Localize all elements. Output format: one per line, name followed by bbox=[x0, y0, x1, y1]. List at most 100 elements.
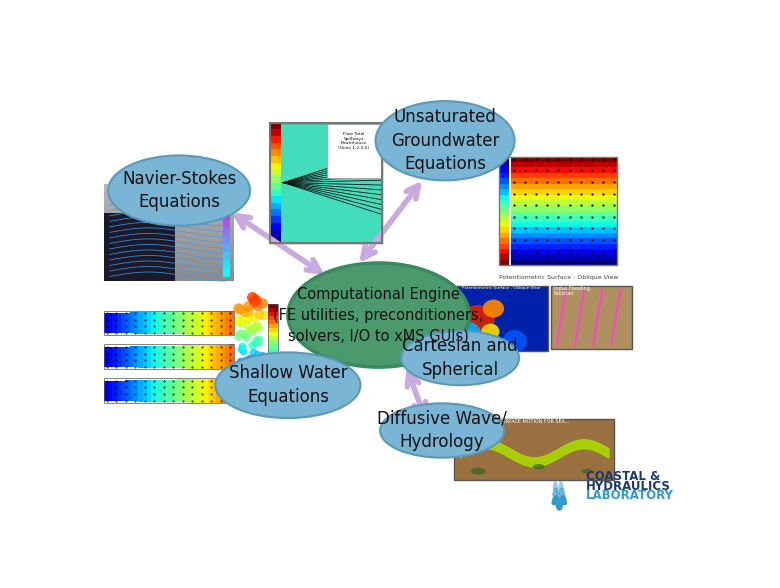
Bar bbox=[104, 183, 233, 192]
Bar bbox=[203, 311, 207, 335]
Bar bbox=[121, 380, 126, 401]
Bar bbox=[190, 345, 194, 369]
Bar bbox=[216, 345, 221, 369]
Bar bbox=[108, 313, 112, 333]
Bar bbox=[147, 346, 151, 368]
Bar bbox=[270, 183, 281, 189]
Ellipse shape bbox=[376, 101, 515, 181]
Bar bbox=[186, 345, 190, 369]
Bar bbox=[155, 346, 160, 368]
Bar bbox=[511, 243, 618, 249]
Bar bbox=[268, 320, 278, 324]
Ellipse shape bbox=[502, 330, 526, 353]
Bar bbox=[126, 346, 129, 368]
Bar bbox=[222, 211, 230, 219]
Bar bbox=[203, 345, 207, 369]
Bar bbox=[499, 162, 509, 168]
Text: Unsaturated
Groundwater
Equations: Unsaturated Groundwater Equations bbox=[391, 108, 499, 173]
Ellipse shape bbox=[108, 155, 250, 226]
Bar bbox=[212, 345, 216, 369]
Bar bbox=[222, 219, 230, 228]
Bar bbox=[268, 373, 278, 377]
Bar bbox=[121, 313, 126, 333]
Bar bbox=[511, 255, 618, 260]
Bar bbox=[143, 312, 147, 334]
Bar bbox=[499, 243, 509, 249]
Bar bbox=[454, 419, 615, 480]
Bar bbox=[268, 345, 278, 349]
Bar bbox=[499, 238, 509, 243]
Ellipse shape bbox=[288, 263, 470, 367]
Bar bbox=[511, 211, 618, 216]
Bar bbox=[268, 324, 278, 328]
Bar bbox=[160, 380, 165, 402]
Bar bbox=[186, 379, 190, 402]
Bar bbox=[190, 311, 194, 335]
Ellipse shape bbox=[481, 323, 499, 339]
Bar bbox=[199, 379, 203, 403]
Bar bbox=[270, 123, 381, 243]
Bar bbox=[229, 345, 233, 369]
Bar bbox=[112, 347, 116, 367]
Bar bbox=[116, 313, 121, 333]
Bar bbox=[268, 357, 278, 361]
Bar bbox=[270, 143, 281, 149]
Bar bbox=[499, 156, 618, 265]
Bar bbox=[511, 205, 618, 211]
Bar bbox=[138, 346, 143, 368]
Bar bbox=[511, 173, 618, 178]
Bar bbox=[511, 156, 618, 162]
Bar bbox=[270, 223, 281, 229]
Bar bbox=[268, 365, 278, 369]
Bar bbox=[168, 380, 173, 402]
FancyBboxPatch shape bbox=[327, 124, 381, 178]
Bar bbox=[126, 313, 129, 333]
Text: Flow Total
Spillways
Powerhouse
(Units 1,2,3,5): Flow Total Spillways Powerhouse (Units 1… bbox=[338, 132, 369, 150]
Bar bbox=[104, 240, 233, 249]
Bar bbox=[225, 379, 229, 403]
Text: LABORATORY: LABORATORY bbox=[586, 489, 674, 503]
Text: Shallow Water
Equations: Shallow Water Equations bbox=[229, 365, 347, 406]
Bar bbox=[182, 379, 186, 402]
Bar bbox=[268, 308, 278, 312]
Bar bbox=[270, 163, 281, 169]
Bar bbox=[499, 168, 509, 173]
Bar bbox=[222, 244, 230, 252]
Ellipse shape bbox=[462, 305, 495, 332]
Bar bbox=[104, 213, 175, 281]
Bar bbox=[229, 310, 233, 335]
Bar bbox=[138, 312, 143, 333]
Bar bbox=[104, 265, 233, 273]
Bar bbox=[511, 233, 618, 238]
Bar bbox=[268, 304, 278, 308]
Bar bbox=[268, 312, 278, 316]
Bar bbox=[212, 379, 216, 403]
Bar bbox=[173, 379, 177, 402]
Bar bbox=[194, 345, 199, 369]
Bar bbox=[190, 379, 194, 403]
Bar bbox=[199, 311, 203, 335]
Text: Potentiometric Surface - Oblique View: Potentiometric Surface - Oblique View bbox=[462, 286, 540, 290]
Bar bbox=[511, 162, 618, 168]
Bar bbox=[177, 312, 182, 335]
Bar bbox=[222, 203, 230, 211]
Bar bbox=[499, 233, 509, 238]
Bar bbox=[207, 311, 212, 335]
Bar bbox=[116, 347, 121, 367]
Bar bbox=[177, 379, 182, 402]
Bar bbox=[151, 380, 155, 402]
Bar bbox=[194, 311, 199, 335]
Text: SURFACE MOTION FOR SEA...: SURFACE MOTION FOR SEA... bbox=[499, 419, 569, 424]
Bar bbox=[104, 345, 233, 369]
Bar bbox=[270, 129, 281, 136]
Text: Indus Flooding,: Indus Flooding, bbox=[554, 286, 591, 291]
Bar bbox=[511, 249, 618, 255]
Text: Flow Paths: Flow Paths bbox=[107, 190, 133, 195]
Bar bbox=[499, 211, 509, 216]
Bar bbox=[511, 260, 618, 265]
Bar bbox=[270, 123, 281, 129]
Bar bbox=[108, 347, 112, 367]
Bar bbox=[207, 345, 212, 369]
Bar bbox=[499, 189, 509, 195]
Bar bbox=[168, 312, 173, 334]
